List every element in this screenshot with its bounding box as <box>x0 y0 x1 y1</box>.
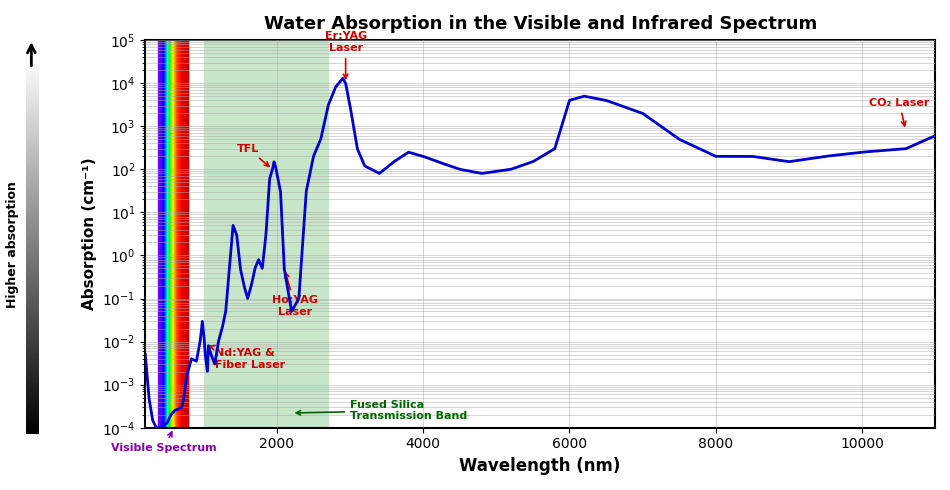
Text: Fused Silica
Transmission Band: Fused Silica Transmission Band <box>296 400 467 421</box>
Title: Water Absorption in the Visible and Infrared Spectrum: Water Absorption in the Visible and Infr… <box>263 15 817 33</box>
Text: Visible Spectrum: Visible Spectrum <box>111 432 218 453</box>
Text: Ho:YAG
Laser: Ho:YAG Laser <box>273 273 318 317</box>
Text: Nd:YAG &
Fiber Laser: Nd:YAG & Fiber Laser <box>210 345 286 369</box>
Text: Higher absorption: Higher absorption <box>6 182 19 308</box>
Bar <box>203 40 328 428</box>
Y-axis label: Absorption (cm⁻¹): Absorption (cm⁻¹) <box>82 158 97 310</box>
X-axis label: Wavelength (nm): Wavelength (nm) <box>460 457 620 475</box>
Text: CO₂ Laser: CO₂ Laser <box>869 98 929 126</box>
Text: TFL: TFL <box>238 144 269 166</box>
Text: Er:YAG
Laser: Er:YAG Laser <box>325 31 367 78</box>
